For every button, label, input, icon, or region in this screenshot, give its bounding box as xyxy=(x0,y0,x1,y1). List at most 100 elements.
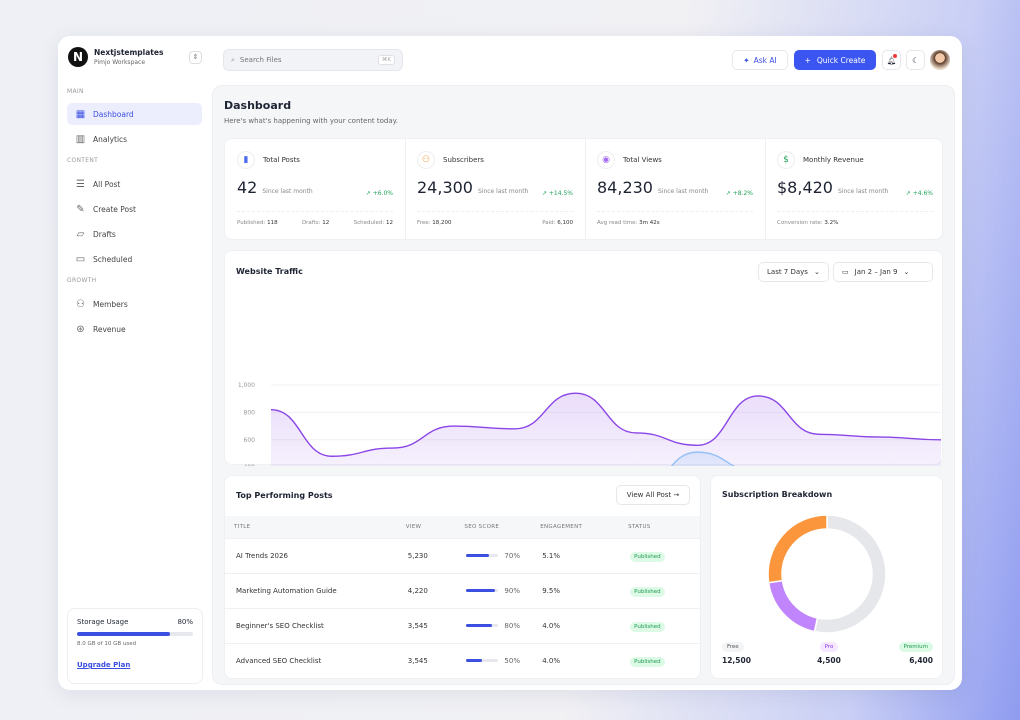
post-title: Marketing Automation Guide xyxy=(225,572,397,608)
stat-since: Since last month xyxy=(657,188,709,195)
sidebar-item-revenue[interactable]: ⊛ Revenue xyxy=(67,318,202,340)
range-dropdown[interactable]: Last 7 Days ⌄ xyxy=(758,262,829,282)
legend-value: 12,500 xyxy=(722,656,751,665)
storage-bar xyxy=(77,632,193,636)
y-tick-label: 600 xyxy=(244,437,256,444)
ask-ai-label: Ask AI xyxy=(753,55,777,65)
dollar-icon: $ xyxy=(777,151,795,169)
date-range-value: Jan 2 – Jan 9 xyxy=(854,268,898,276)
divider xyxy=(585,139,586,239)
trend-up-icon: ↗ xyxy=(365,190,371,197)
status-badge: Published xyxy=(630,621,665,632)
y-tick-label: 800 xyxy=(244,409,256,416)
list-icon: ☰ xyxy=(76,178,85,190)
stat-title: Total Views xyxy=(623,156,662,164)
theme-toggle-button[interactable]: ☾ xyxy=(906,50,925,70)
workspace-switch-icon[interactable]: ⇕ xyxy=(189,51,202,64)
stat-value: 24,300 xyxy=(417,178,473,197)
sidebar-item-dashboard[interactable]: ▦ Dashboard xyxy=(67,103,202,125)
date-range-picker[interactable]: ▭ Jan 2 – Jan 9 ⌄ xyxy=(833,262,933,282)
engagement: 4.0% xyxy=(531,607,620,643)
sidebar-item-scheduled[interactable]: ▭ Scheduled xyxy=(67,248,202,270)
view-all-posts-button[interactable]: View All Post → xyxy=(616,485,690,505)
sidebar-section-label: MAIN xyxy=(67,88,84,95)
status-badge: Published xyxy=(630,551,665,562)
page-title: Dashboard xyxy=(224,99,292,112)
storage-used: 8.0 GB of 10 GB used xyxy=(77,641,137,647)
users-icon: ⚇ xyxy=(417,151,435,169)
workspace-brand[interactable]: N Nextjstemplates Pimjo Workspace xyxy=(68,47,163,67)
legend-label: Free xyxy=(722,642,744,652)
legend-label: Premium xyxy=(898,642,933,652)
stat-change: ↗ +6.0% xyxy=(365,190,393,197)
seo-score: 50% xyxy=(455,642,532,678)
stats-row: ▮ Total Posts 42 Since last month ↗ +6.0% … xyxy=(224,138,943,240)
page-subtitle: Here's what's happening with your conten… xyxy=(224,117,398,125)
sidebar: N Nextjstemplates Pimjo Workspace ⇕ MAIN… xyxy=(58,36,210,690)
post-views: 3,545 xyxy=(396,642,456,678)
moon-icon: ☾ xyxy=(912,55,919,65)
table-row[interactable]: AI Trends 2026 5,230 70% 5.1% Published xyxy=(225,537,700,573)
stat-footer-item: Paid: 6,100 xyxy=(542,220,573,226)
series-area xyxy=(671,452,734,466)
stat-value: $8,420 xyxy=(777,178,833,197)
plus-icon: + xyxy=(804,55,811,65)
search-input[interactable] xyxy=(239,56,373,64)
column-header: VIEW xyxy=(396,516,456,538)
sidebar-item-label: Analytics xyxy=(93,134,128,144)
legend-item-premium: Premium 6,400 xyxy=(893,642,933,665)
calendar-icon: ▭ xyxy=(842,268,849,276)
stat-footer-item: Free: 18,200 xyxy=(417,220,452,226)
sidebar-item-create-post[interactable]: ✎ Create Post xyxy=(67,198,202,220)
storage-usage-card: Storage Usage 80% 8.0 GB of 10 GB used Up… xyxy=(67,608,203,684)
divider xyxy=(405,139,406,239)
notifications-button[interactable]: 🔔︎ xyxy=(882,50,901,70)
sidebar-item-members[interactable]: ⚇ Members xyxy=(67,293,202,315)
posts-title: Top Performing Posts xyxy=(236,491,333,500)
upgrade-plan-link[interactable]: Upgrade Plan xyxy=(77,661,131,669)
stat-title: Total Posts xyxy=(263,156,300,164)
quick-create-button[interactable]: + Quick Create xyxy=(794,50,876,70)
sidebar-item-drafts[interactable]: ▱ Drafts xyxy=(67,223,202,245)
posts-table: TITLE VIEW SEO SCORE ENGAGEMENT STATUS AI Tre… xyxy=(225,516,700,678)
folder-icon: ▱ xyxy=(76,228,85,240)
chevron-down-icon: ⌄ xyxy=(813,268,820,276)
sidebar-item-all-post[interactable]: ☰ All Post xyxy=(67,173,202,195)
column-header: TITLE xyxy=(225,516,397,538)
sidebar-item-label: Drafts xyxy=(93,229,116,239)
trend-up-icon: ↗ xyxy=(541,190,547,197)
shortcut-hint: ⌘K xyxy=(377,55,395,65)
stat-since: Since last month xyxy=(477,188,529,195)
y-tick-label: 1,000 xyxy=(238,382,255,389)
eye-icon: ◉ xyxy=(597,151,615,169)
table-row[interactable]: Marketing Automation Guide 4,220 90% 9.5% Pu… xyxy=(225,572,700,608)
stat-card-monthly-revenue: $ Monthly Revenue $8,420 Since last month … xyxy=(765,139,945,239)
stat-change: ↗ +14.5% xyxy=(541,190,573,197)
stat-footer-item: Scheduled: 12 xyxy=(353,220,393,226)
post-views: 4,220 xyxy=(396,572,456,608)
legend-item-pro: Pro 4,500 xyxy=(809,642,849,665)
user-avatar[interactable] xyxy=(930,50,950,70)
stat-title: Subscribers xyxy=(443,156,484,164)
seo-score: 90% xyxy=(455,572,532,608)
sidebar-item-label: Members xyxy=(93,299,128,309)
series-area xyxy=(271,393,941,466)
trend-up-icon: ↗ xyxy=(905,190,911,197)
stat-footer-item: Avg read time: 3m 42s xyxy=(597,220,660,226)
legend-value: 6,400 xyxy=(909,656,933,665)
search-bar[interactable]: ⌕ ⌘K xyxy=(223,49,403,71)
brand-name: Nextjstemplates xyxy=(94,48,164,57)
ask-ai-button[interactable]: ✦ Ask AI xyxy=(732,50,788,70)
sidebar-item-analytics[interactable]: ▥ Analytics xyxy=(67,128,202,150)
sidebar-section-label: GROWTH xyxy=(67,277,97,284)
post-title: Beginner's SEO Checklist xyxy=(225,607,397,643)
status-badge: Published xyxy=(630,586,665,597)
donut-slice-pro xyxy=(767,579,819,633)
column-header: ENGAGEMENT xyxy=(531,516,620,538)
sidebar-item-label: Scheduled xyxy=(93,254,133,264)
stat-change: ↗ +4.6% xyxy=(905,190,933,197)
table-row[interactable]: Advanced SEO Checklist 3,545 50% 4.0% Publis… xyxy=(225,642,700,678)
table-row[interactable]: Beginner's SEO Checklist 3,545 80% 4.0% Publ… xyxy=(225,607,700,643)
seo-score: 70% xyxy=(455,537,532,573)
notification-dot xyxy=(893,54,897,58)
